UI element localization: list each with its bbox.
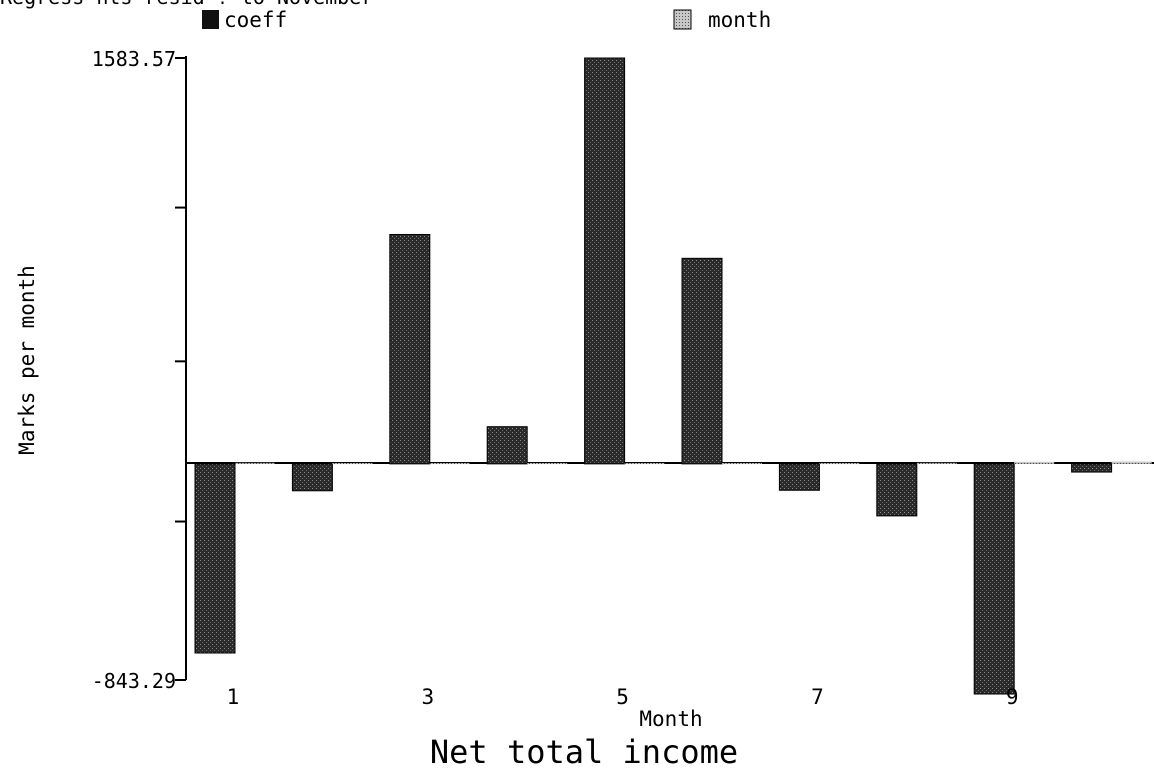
legend: coeff month bbox=[202, 8, 771, 32]
bar-coeff-5 bbox=[584, 57, 626, 465]
bar-month-1 bbox=[235, 462, 275, 464]
bar-month-6 bbox=[722, 463, 762, 465]
chart-title: Net total income bbox=[430, 733, 738, 771]
legend-label-month: month bbox=[708, 8, 771, 32]
bar-month-9 bbox=[1014, 461, 1055, 464]
legend-swatch-month bbox=[673, 9, 692, 30]
bar-coeff-4 bbox=[486, 426, 528, 465]
bar-coeff-7 bbox=[778, 463, 820, 491]
bar-coeff-8 bbox=[876, 463, 918, 517]
x-tick-label: 9 bbox=[1006, 685, 1019, 709]
y-ticks bbox=[175, 57, 186, 681]
bar-month-5 bbox=[624, 463, 665, 465]
bar-month-2 bbox=[332, 463, 373, 465]
y-axis-label: Marks per month bbox=[15, 265, 39, 455]
bar-coeff-2 bbox=[291, 463, 333, 492]
bars bbox=[194, 57, 1152, 695]
x-tick-label: 1 bbox=[227, 685, 240, 709]
bar-month-10 bbox=[1111, 461, 1152, 464]
bar-coeff-6 bbox=[681, 257, 723, 465]
legend-label-coeff: coeff bbox=[224, 8, 287, 32]
bar-month-3 bbox=[429, 463, 470, 465]
y-tick-label-min: -843.29 bbox=[92, 669, 176, 693]
legend-swatch-coeff bbox=[202, 10, 219, 29]
bar-month-4 bbox=[527, 463, 568, 465]
bar-month-8 bbox=[916, 462, 957, 464]
x-tick-label: 7 bbox=[811, 685, 824, 709]
bar-coeff-1 bbox=[194, 463, 236, 654]
x-axis-label: Month bbox=[639, 707, 702, 731]
bar-coeff-10 bbox=[1071, 463, 1113, 473]
bar-coeff-3 bbox=[389, 233, 431, 465]
y-tick-label-max: 1583.57 bbox=[92, 47, 176, 71]
x-tick-label: 3 bbox=[421, 685, 434, 709]
x-tick-label: 5 bbox=[616, 685, 629, 709]
partial-header-text: Regress hts resid ? to November bbox=[0, 0, 373, 9]
bar-coeff-9 bbox=[973, 463, 1015, 695]
x-tick-labels: 1 3 5 7 9 bbox=[227, 685, 1019, 709]
bar-month-7 bbox=[819, 463, 860, 465]
